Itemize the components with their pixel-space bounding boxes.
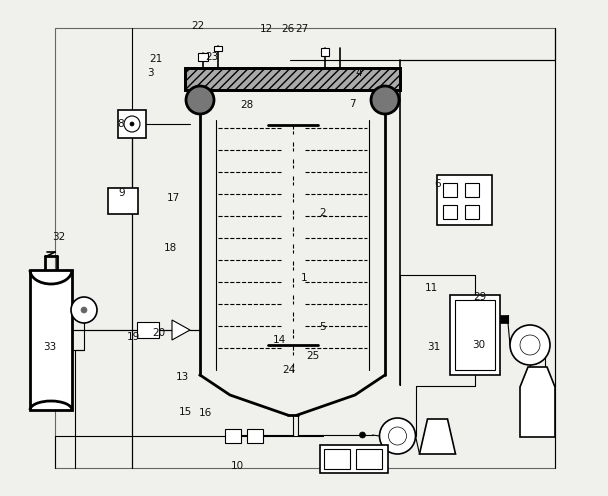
Text: 2: 2 [319,208,325,218]
Circle shape [71,297,97,323]
Bar [465,183,479,197]
Text: 24: 24 [282,365,295,374]
Polygon shape [172,320,190,340]
Text: 13: 13 [176,372,189,382]
Bar [443,205,457,219]
Circle shape [186,86,214,114]
Text: 31: 31 [427,342,441,352]
Bar [320,445,388,473]
Text: 16: 16 [199,408,212,418]
Circle shape [520,335,540,355]
Bar [30,270,72,410]
Text: 11: 11 [425,283,438,293]
Text: 1: 1 [301,273,307,283]
Circle shape [124,116,140,132]
Bar [356,449,382,469]
Circle shape [359,432,365,438]
Bar [455,300,495,370]
Text: 22: 22 [191,21,204,31]
Circle shape [130,122,134,126]
Bar [465,205,479,219]
Bar [324,449,350,469]
Circle shape [371,86,399,114]
Bar [118,110,146,138]
Text: 8: 8 [117,119,123,129]
Text: 26: 26 [282,24,295,34]
Text: 20: 20 [153,328,166,338]
Text: 7: 7 [350,99,356,109]
Bar [443,183,457,197]
Bar [224,429,241,443]
Text: 15: 15 [179,407,192,417]
Text: 14: 14 [273,335,286,345]
Text: 28: 28 [240,100,254,110]
Text: 17: 17 [167,193,180,203]
Text: 9: 9 [119,188,125,198]
Circle shape [379,418,415,454]
Text: 29: 29 [474,292,487,302]
Bar [198,53,208,61]
Bar [137,322,159,338]
Text: 18: 18 [164,243,177,253]
Text: 32: 32 [52,232,66,242]
Circle shape [81,307,87,313]
Polygon shape [520,367,555,437]
Text: 23: 23 [205,52,218,62]
Text: 4: 4 [356,68,362,78]
Text: 12: 12 [260,24,273,34]
Text: 27: 27 [295,24,309,34]
Bar [55,28,555,468]
Bar [108,188,138,214]
Text: 33: 33 [43,342,57,352]
Text: 19: 19 [127,332,140,342]
Text: 5: 5 [319,322,325,332]
Text: 10: 10 [230,461,244,471]
Bar [437,175,492,225]
Text: 30: 30 [472,340,486,350]
Bar [450,295,500,375]
Text: 25: 25 [306,351,320,361]
Bar [246,429,263,443]
Circle shape [510,325,550,365]
Text: 6: 6 [435,179,441,188]
Bar [185,68,400,90]
Text: 21: 21 [149,54,162,63]
Bar [321,48,329,56]
Circle shape [389,427,407,445]
Polygon shape [420,419,455,454]
Bar [185,68,400,90]
Bar [500,315,508,323]
Text: 3: 3 [148,68,154,78]
Bar [214,46,222,51]
